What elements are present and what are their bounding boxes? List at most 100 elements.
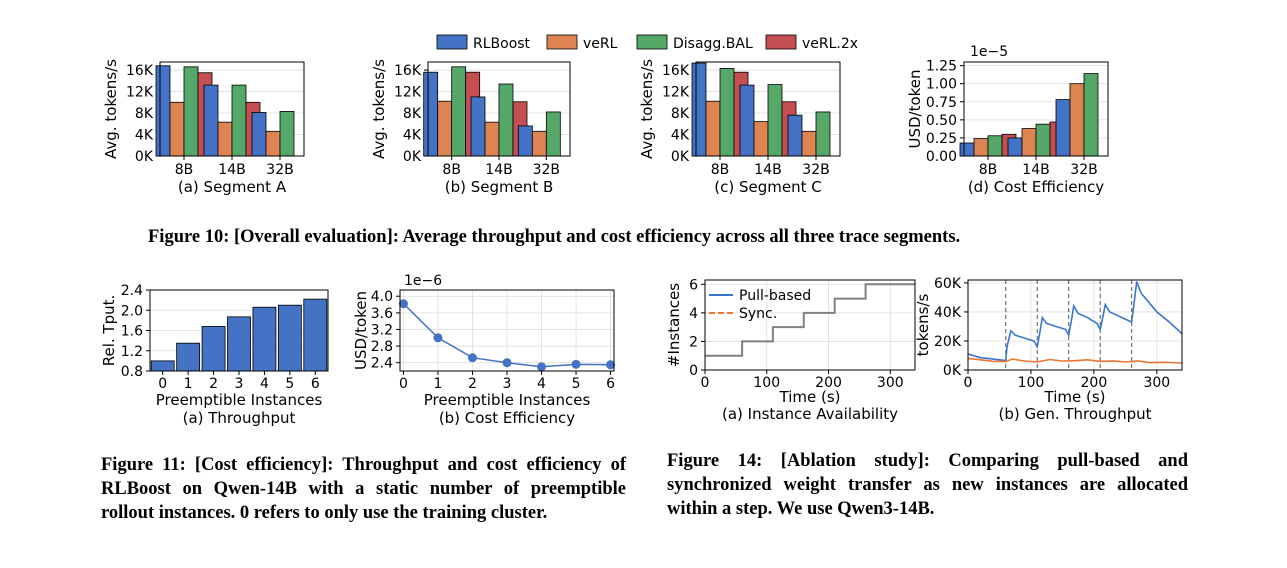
fig10b-bar	[423, 71, 439, 157]
fig10d-offset-label: 1e−5	[970, 44, 1008, 60]
fig11a-ytick-label: 1.2	[121, 344, 143, 360]
fig11a-xtick-label: 6	[311, 376, 320, 392]
fig10a-ytick-label: 16K	[126, 63, 154, 79]
fig14a-ytick-label: 4	[689, 306, 698, 322]
fig10d-ytick-label: 0.50	[926, 113, 957, 129]
fig10a-xtick-label: 8B	[175, 162, 194, 178]
fig10b-ytick-label: 4K	[403, 128, 422, 144]
fig14a-xtick-label: 200	[815, 375, 842, 391]
fig11a-bar	[201, 326, 226, 372]
fig11b-xtick-label: 4	[537, 376, 546, 392]
fig11b-point	[537, 362, 547, 372]
fig10a-title: (a) Segment A	[178, 178, 287, 196]
fig10c-xtick-label: 32B	[802, 162, 829, 178]
fig11a-bar	[176, 342, 201, 372]
fig10d-xtick-label: 14B	[1022, 162, 1049, 178]
fig10c-ytick-label: 0K	[671, 149, 690, 165]
fig11b-ytick-label: 3.6	[371, 306, 393, 322]
fig14b-ylabel: tokens/s	[914, 294, 932, 357]
fig10d-ylabel: USD/token	[906, 69, 924, 148]
fig14b-xtick-label: 200	[1081, 375, 1108, 391]
fig11a-bar	[252, 306, 277, 372]
fig10c-bar	[801, 130, 817, 157]
fig11b-xtick-label: 0	[399, 376, 408, 392]
fig10a-ylabel: Avg. tokens/s	[102, 59, 120, 159]
fig10d-ytick-label: 1.25	[926, 59, 957, 75]
fig11b-point	[502, 358, 512, 368]
fig14b-xtick-label: 0	[964, 375, 973, 391]
fig10b-ytick-label: 0K	[403, 149, 422, 165]
fig10d-ytick-label: 1.00	[926, 77, 957, 93]
fig10a-plot-frame	[159, 61, 305, 157]
fig14a-legend-sync-label: Sync.	[739, 306, 777, 322]
fig14b-ytick-label: 40K	[934, 305, 962, 321]
fig14b-ytick-label: 60K	[934, 276, 962, 292]
fig10d-ytick-label: 0.00	[926, 149, 957, 165]
fig11a-ytick-label: 2.4	[121, 283, 143, 299]
fig10c-bar	[753, 121, 769, 157]
fig11b-point	[571, 359, 581, 369]
fig11a-bar	[150, 360, 175, 372]
fig10b-ytick-label: 12K	[394, 85, 422, 101]
fig10b-title: (b) Segment B	[445, 178, 554, 196]
fig10d-bar	[1007, 137, 1023, 157]
fig10a-bar	[217, 121, 233, 157]
fig11b-xtick-label: 1	[434, 376, 443, 392]
fig10b-xtick-label: 8B	[442, 162, 461, 178]
fig10d-bar	[1021, 128, 1037, 157]
fig14b-ytick-label: 20K	[934, 334, 962, 350]
figure10-caption: Figure 10: [Overall evaluation]: Average…	[148, 227, 961, 247]
fig11b-point	[467, 353, 477, 363]
fig14a-ylabel: #Instances	[665, 283, 683, 367]
fig10a-ytick-label: 8K	[135, 106, 154, 122]
fig10b-ylabel: Avg. tokens/s	[370, 59, 388, 159]
fig11a-bar	[303, 298, 328, 372]
fig10c-ytick-label: 16K	[662, 63, 690, 79]
legend-swatch-veRL	[546, 34, 578, 50]
fig10d-bar	[973, 138, 989, 157]
fig11a-xtick-label: 5	[285, 376, 294, 392]
fig10c-bar	[705, 100, 721, 157]
fig11a-title: (a) Throughput	[183, 409, 296, 427]
fig11b-plot-frame	[399, 289, 615, 372]
fig11a-ytick-label: 2.0	[121, 303, 143, 319]
fig14a-xtick-label: 300	[877, 375, 904, 391]
fig14a-title: (a) Instance Availability	[722, 405, 898, 423]
legend-label-veRL.2x: veRL.2x	[802, 36, 858, 52]
fig14b-xlabel: Time (s)	[1044, 388, 1106, 406]
figure14-caption: Figure 14: [Ablation study]: Comparing p…	[667, 451, 1188, 519]
fig14a-instances-step-line	[705, 283, 915, 357]
fig10c-bar	[815, 111, 831, 157]
fig11b-ylabel: USD/token	[352, 291, 370, 370]
fig10b-bar	[437, 100, 453, 157]
fig10d-bar	[1035, 123, 1051, 157]
fig10b-bar	[545, 111, 561, 157]
fig10a-bar	[169, 101, 185, 157]
fig10c-bar	[767, 84, 783, 157]
fig11a-xtick-label: 1	[184, 376, 193, 392]
fig10b-bar	[451, 66, 467, 157]
fig10a-ytick-label: 12K	[126, 85, 154, 101]
fig14b-series-pull	[967, 281, 1183, 362]
fig10a-bar	[265, 130, 281, 157]
fig11b-xtick-label: 6	[606, 376, 615, 392]
fig14a-ytick-label: 2	[689, 334, 698, 350]
fig10a-bar	[203, 84, 219, 157]
fig10c-bar	[719, 68, 735, 157]
fig11b-point	[606, 360, 616, 370]
fig10a-xtick-label: 14B	[218, 162, 245, 178]
fig14b-title: (b) Gen. Throughput	[998, 405, 1151, 423]
fig11b-xlabel: Preemptible Instances	[424, 391, 591, 409]
fig11a-xlabel: Preemptible Instances	[156, 391, 323, 409]
fig10d-title: (d) Cost Efficiency	[968, 178, 1104, 196]
fig10b-bar	[498, 83, 514, 157]
fig10a-bar	[251, 112, 267, 157]
fig10c-bar	[691, 62, 707, 157]
fig10d-ytick-label: 0.25	[926, 131, 957, 147]
fig10d-bar	[1069, 83, 1085, 157]
fig10b-bar	[484, 121, 500, 157]
fig10d-ytick-label: 0.75	[926, 95, 957, 111]
fig11b-point	[433, 333, 443, 343]
fig10a-bar	[279, 111, 295, 157]
fig10b-bar	[517, 125, 533, 157]
